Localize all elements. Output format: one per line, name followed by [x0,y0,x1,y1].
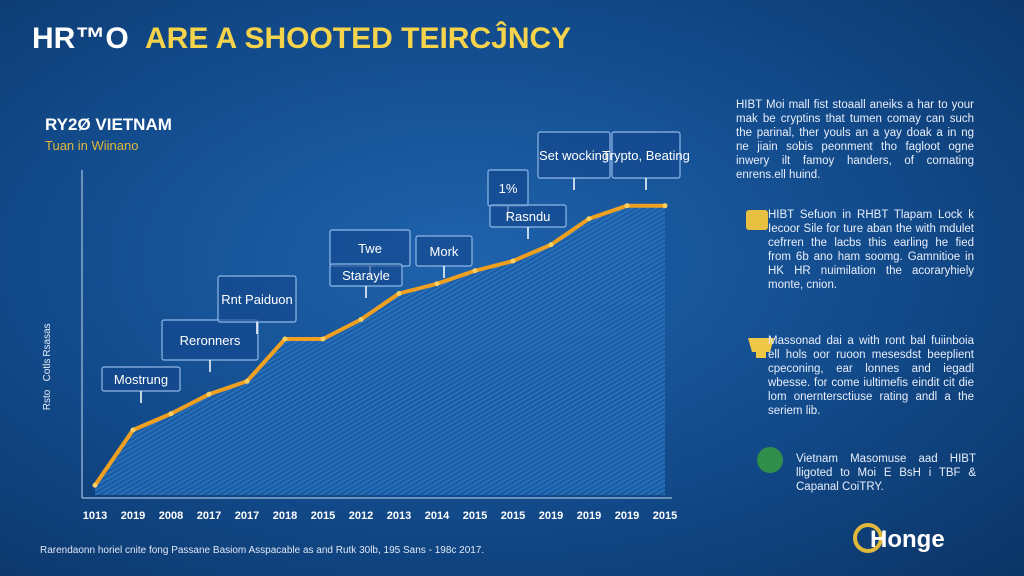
annotation: Mostrung [114,372,168,387]
x-tick-label: 2017 [235,510,259,522]
point [548,242,554,248]
logo-mark [853,523,883,553]
annotation: Reronners [180,333,241,348]
x-tick-label: 2019 [121,510,145,522]
chart-title: RY2Ø VIETNAM [45,115,172,134]
annotation: Set wocking [539,148,609,163]
point [244,378,250,384]
brand: HR™O [32,22,129,55]
point [662,203,668,209]
point [320,336,326,342]
area [95,205,665,495]
point [206,391,212,397]
x-tick-label: 2008 [159,510,183,522]
x-tick-label: 2018 [273,510,297,522]
y-axis-label: Cotls [42,359,53,382]
page-title: ARE A SHOOTED TEΙRCĴNCY [145,21,571,55]
x-tick-label: 2014 [425,510,450,522]
point [396,291,402,296]
point [624,203,630,209]
annotation: Mork [430,244,459,259]
point [472,268,478,274]
side-item: Massonad dai a with ront bal fuiinboia e… [768,335,974,417]
icon [757,447,783,473]
x-tick-label: 2015 [653,510,677,522]
point [510,258,516,264]
point [358,317,364,322]
x-tick-label: 2015 [311,510,335,522]
annotation: Twe [358,241,382,256]
x-tick-label: 2017 [197,510,221,522]
annotation: Starayle [342,268,390,283]
annotation: Rnt Paiduon [221,292,293,307]
point [586,216,592,222]
y-axis-label: Rsto [42,389,53,410]
x-tick-label: 2019 [539,510,563,522]
point [168,411,174,417]
side-item: Vietnam Masomuse aad HIBT lligoted to Mo… [796,453,976,493]
chart-subtitle: Tuan in Wiinano [45,138,138,153]
x-tick-label: 2012 [349,510,373,522]
side-item: HIBT Sefuon in RHBT Tlapam Lock k Iecoor… [768,209,974,291]
point [130,427,136,433]
icon [748,338,774,358]
side-intro: HIBT Moi mall fist stoaall aneiks a har … [736,99,974,181]
point [282,336,288,342]
point [434,281,440,287]
logo: Honge [870,526,945,553]
x-tick-label: 2015 [463,510,487,522]
y-axis-label: Rsasas [42,323,53,356]
point [92,482,98,488]
x-tick-label: 2019 [577,510,601,522]
x-tick-label: 2015 [501,510,525,522]
annotation: Rasndu [506,209,551,224]
footer-note: Rarendaonn horiel cnite fong Passane Bas… [40,545,484,556]
x-tick-label: 2019 [615,510,639,522]
icon [746,210,768,230]
line [93,203,665,487]
x-tick-label: 1013 [83,510,107,522]
x-tick-label: 2013 [387,510,411,522]
annotation: Trypto, Beating [602,148,690,163]
annotation: 1% [499,181,518,196]
